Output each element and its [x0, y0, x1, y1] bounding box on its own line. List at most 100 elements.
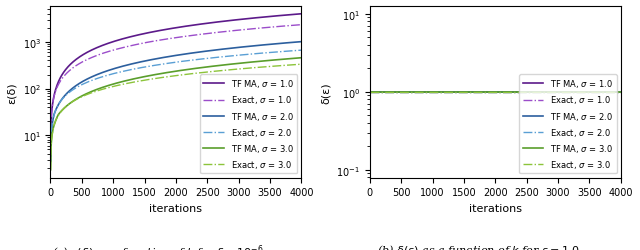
Exact, $\sigma$ = 2.0 [611, 91, 619, 94]
Exact, $\sigma$ = 3.0 [252, 67, 260, 70]
Exact, $\sigma$ = 2.0 [366, 91, 374, 94]
Exact, $\sigma$ = 2.0 [617, 91, 625, 94]
Exact, $\sigma$ = 3.0 [485, 91, 493, 94]
TF MA, $\sigma$ = 3.0 [487, 91, 495, 94]
Exact, $\sigma$ = 2.0 [485, 91, 493, 94]
TF MA, $\sigma$ = 1.0 [366, 91, 374, 94]
Exact, $\sigma$ = 2.0 [515, 91, 523, 94]
Exact, $\sigma$ = 3.0 [168, 76, 175, 78]
Exact, $\sigma$ = 1.0 [196, 34, 204, 37]
TF MA, $\sigma$ = 3.0 [252, 61, 260, 64]
Exact, $\sigma$ = 2.0 [502, 91, 509, 94]
TF MA, $\sigma$ = 1.0 [168, 28, 175, 31]
Exact, $\sigma$ = 1.0 [298, 24, 305, 27]
Exact, $\sigma$ = 1.0 [487, 91, 495, 94]
Text: (b) $\delta(\varepsilon)$ as a function of $k$ for $\varepsilon = 1.0$.: (b) $\delta(\varepsilon)$ as a function … [377, 242, 583, 250]
Exact, $\sigma$ = 3.0 [166, 76, 173, 78]
Exact, $\sigma$ = 3.0 [611, 91, 619, 94]
X-axis label: iterations: iterations [150, 203, 202, 213]
Y-axis label: δ(ε): δ(ε) [321, 82, 331, 103]
Exact, $\sigma$ = 3.0 [487, 91, 495, 94]
Exact, $\sigma$ = 2.0 [168, 62, 175, 65]
TF MA, $\sigma$ = 3.0 [292, 58, 300, 60]
TF MA, $\sigma$ = 2.0 [487, 91, 495, 94]
TF MA, $\sigma$ = 3.0 [611, 91, 619, 94]
Line: Exact, $\sigma$ = 2.0: Exact, $\sigma$ = 2.0 [51, 51, 301, 162]
Exact, $\sigma$ = 1.0 [166, 38, 173, 41]
TF MA, $\sigma$ = 2.0 [485, 91, 493, 94]
Exact, $\sigma$ = 1.0 [515, 91, 523, 94]
TF MA, $\sigma$ = 3.0 [47, 169, 54, 172]
Exact, $\sigma$ = 3.0 [366, 91, 374, 94]
Line: Exact, $\sigma$ = 1.0: Exact, $\sigma$ = 1.0 [51, 26, 301, 147]
TF MA, $\sigma$ = 3.0 [366, 91, 374, 94]
Line: TF MA, $\sigma$ = 2.0: TF MA, $\sigma$ = 2.0 [51, 42, 301, 162]
TF MA, $\sigma$ = 3.0 [572, 91, 579, 94]
Exact, $\sigma$ = 2.0 [298, 50, 305, 52]
Legend: TF MA, $\sigma$ = 1.0, Exact, $\sigma$ = 1.0, TF MA, $\sigma$ = 2.0, Exact, $\si: TF MA, $\sigma$ = 1.0, Exact, $\sigma$ =… [519, 75, 616, 174]
Legend: TF MA, $\sigma$ = 1.0, Exact, $\sigma$ = 1.0, TF MA, $\sigma$ = 2.0, Exact, $\si: TF MA, $\sigma$ = 1.0, Exact, $\sigma$ =… [200, 75, 298, 174]
Exact, $\sigma$ = 1.0 [168, 38, 175, 41]
Exact, $\sigma$ = 2.0 [182, 60, 190, 63]
Exact, $\sigma$ = 1.0 [292, 24, 300, 28]
TF MA, $\sigma$ = 3.0 [182, 69, 190, 72]
Exact, $\sigma$ = 1.0 [366, 91, 374, 94]
TF MA, $\sigma$ = 1.0 [572, 91, 579, 94]
TF MA, $\sigma$ = 1.0 [485, 91, 493, 94]
Exact, $\sigma$ = 3.0 [617, 91, 625, 94]
TF MA, $\sigma$ = 1.0 [196, 24, 204, 26]
Exact, $\sigma$ = 3.0 [182, 74, 190, 76]
TF MA, $\sigma$ = 3.0 [168, 71, 175, 74]
Exact, $\sigma$ = 1.0 [182, 36, 190, 38]
Exact, $\sigma$ = 3.0 [515, 91, 523, 94]
X-axis label: iterations: iterations [469, 203, 522, 213]
Exact, $\sigma$ = 1.0 [611, 91, 619, 94]
TF MA, $\sigma$ = 2.0 [617, 91, 625, 94]
Exact, $\sigma$ = 2.0 [572, 91, 579, 94]
TF MA, $\sigma$ = 1.0 [487, 91, 495, 94]
TF MA, $\sigma$ = 3.0 [502, 91, 509, 94]
Line: TF MA, $\sigma$ = 3.0: TF MA, $\sigma$ = 3.0 [51, 58, 301, 170]
TF MA, $\sigma$ = 1.0 [166, 28, 173, 31]
TF MA, $\sigma$ = 1.0 [502, 91, 509, 94]
TF MA, $\sigma$ = 1.0 [298, 13, 305, 16]
Exact, $\sigma$ = 1.0 [252, 28, 260, 31]
TF MA, $\sigma$ = 1.0 [47, 145, 54, 148]
Text: (a) $\varepsilon(\delta)$ as a function of $k$ for $\delta = 10^{-6}$.: (a) $\varepsilon(\delta)$ as a function … [52, 242, 268, 250]
TF MA, $\sigma$ = 2.0 [168, 56, 175, 58]
TF MA, $\sigma$ = 2.0 [572, 91, 579, 94]
TF MA, $\sigma$ = 3.0 [485, 91, 493, 94]
TF MA, $\sigma$ = 3.0 [166, 71, 173, 74]
TF MA, $\sigma$ = 1.0 [182, 26, 190, 29]
TF MA, $\sigma$ = 1.0 [515, 91, 523, 94]
TF MA, $\sigma$ = 2.0 [366, 91, 374, 94]
Y-axis label: ε(δ): ε(δ) [7, 82, 17, 103]
Exact, $\sigma$ = 2.0 [196, 58, 204, 61]
TF MA, $\sigma$ = 1.0 [611, 91, 619, 94]
Exact, $\sigma$ = 3.0 [298, 64, 305, 66]
Line: Exact, $\sigma$ = 3.0: Exact, $\sigma$ = 3.0 [51, 65, 301, 170]
TF MA, $\sigma$ = 3.0 [298, 57, 305, 60]
TF MA, $\sigma$ = 2.0 [196, 51, 204, 54]
Exact, $\sigma$ = 3.0 [502, 91, 509, 94]
Exact, $\sigma$ = 1.0 [572, 91, 579, 94]
Exact, $\sigma$ = 1.0 [47, 145, 54, 148]
TF MA, $\sigma$ = 1.0 [252, 17, 260, 20]
TF MA, $\sigma$ = 1.0 [292, 14, 300, 17]
Exact, $\sigma$ = 2.0 [47, 160, 54, 163]
Line: TF MA, $\sigma$ = 1.0: TF MA, $\sigma$ = 1.0 [51, 15, 301, 147]
Exact, $\sigma$ = 1.0 [502, 91, 509, 94]
Exact, $\sigma$ = 3.0 [292, 64, 300, 67]
TF MA, $\sigma$ = 2.0 [292, 42, 300, 44]
Exact, $\sigma$ = 3.0 [47, 169, 54, 172]
TF MA, $\sigma$ = 3.0 [515, 91, 523, 94]
TF MA, $\sigma$ = 2.0 [502, 91, 509, 94]
Exact, $\sigma$ = 3.0 [572, 91, 579, 94]
TF MA, $\sigma$ = 2.0 [166, 56, 173, 59]
TF MA, $\sigma$ = 3.0 [196, 67, 204, 70]
TF MA, $\sigma$ = 2.0 [252, 45, 260, 48]
TF MA, $\sigma$ = 3.0 [617, 91, 625, 94]
Exact, $\sigma$ = 1.0 [485, 91, 493, 94]
TF MA, $\sigma$ = 2.0 [182, 53, 190, 56]
TF MA, $\sigma$ = 2.0 [611, 91, 619, 94]
